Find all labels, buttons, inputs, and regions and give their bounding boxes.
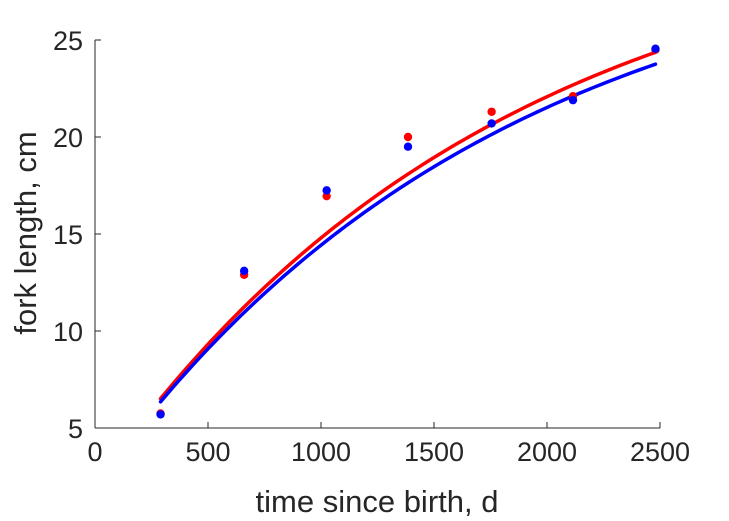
data-point-2 — [487, 119, 496, 128]
data-point-2 — [156, 410, 165, 419]
axes: 0 500 1000 1500 2000 2500 5 10 15 20 25 — [53, 26, 690, 467]
x-tick-label: 2000 — [517, 437, 577, 467]
x-tick-label: 1500 — [404, 437, 464, 467]
data-point-1 — [487, 107, 496, 116]
y-tick-label: 15 — [53, 220, 83, 250]
x-tick-label: 500 — [185, 437, 230, 467]
x-tick-label: 0 — [87, 437, 102, 467]
data-point-1 — [403, 132, 413, 142]
data-points — [156, 44, 660, 419]
fit-curve-2 — [158, 62, 658, 404]
y-tick-label: 10 — [53, 317, 83, 347]
data-point-2 — [651, 44, 660, 53]
data-point-2 — [322, 186, 331, 195]
data-point-2 — [239, 266, 249, 276]
y-tick-label: 25 — [53, 26, 83, 56]
fit-curves — [158, 50, 658, 404]
y-axis-title: fork length, cm — [8, 131, 43, 334]
fit-curve-1 — [158, 50, 658, 401]
x-tick-label: 1000 — [291, 437, 351, 467]
x-tick-label: 2500 — [630, 437, 690, 467]
x-axis-title: time since birth, d — [256, 484, 499, 519]
data-point-2 — [403, 142, 413, 151]
y-tick-label: 20 — [53, 123, 83, 153]
data-point-2 — [568, 95, 578, 105]
y-tick-label: 5 — [68, 414, 83, 444]
data-point-1 — [322, 191, 331, 201]
